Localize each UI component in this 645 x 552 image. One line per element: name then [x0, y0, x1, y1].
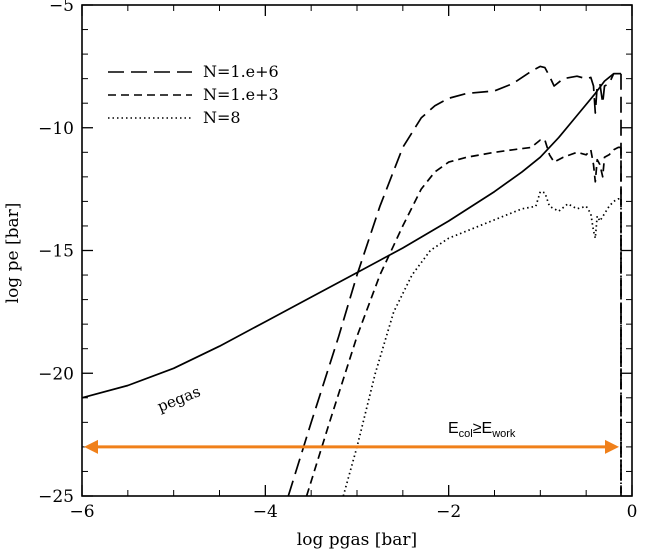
tick-group: −6 −4 −2 0−25−20−15−10−5 — [38, 0, 637, 522]
series-group — [81, 65, 622, 497]
energy-arrow — [84, 439, 619, 454]
x-tick-label: −2 — [436, 502, 461, 522]
y-tick-label: −25 — [38, 487, 74, 507]
y-tick-label: −20 — [38, 364, 74, 384]
x-tick-label: −4 — [253, 502, 278, 522]
legend: N=1.e+6 N=1.e+3 N=8 — [108, 62, 279, 127]
legend-label-1e6: N=1.e+6 — [203, 62, 279, 81]
plot-border — [81, 4, 633, 497]
series-line-n-1-e-3 — [305, 139, 621, 497]
x-tick-label: −6 — [69, 502, 94, 522]
arrow-head-left — [84, 439, 98, 454]
legend-label-1e3: N=1.e+3 — [203, 85, 279, 104]
y-tick-label: −10 — [38, 119, 74, 139]
y-axis-title: log pe [bar] — [3, 203, 23, 304]
energy-condition-label: Ecol≥Ework — [448, 420, 516, 440]
arrow-head-right — [605, 439, 619, 454]
series-line-n-8 — [342, 190, 621, 497]
pegas-curve-label: pegas — [155, 382, 203, 415]
x-axis-title: log pgas [bar] — [297, 530, 417, 550]
plot-frame — [81, 4, 633, 497]
y-tick-label: −15 — [38, 242, 74, 262]
x-tick-label: 0 — [627, 502, 638, 522]
y-tick-label: −5 — [49, 0, 74, 16]
series-line-pegas — [81, 72, 621, 399]
legend-label-n8: N=8 — [203, 108, 241, 127]
